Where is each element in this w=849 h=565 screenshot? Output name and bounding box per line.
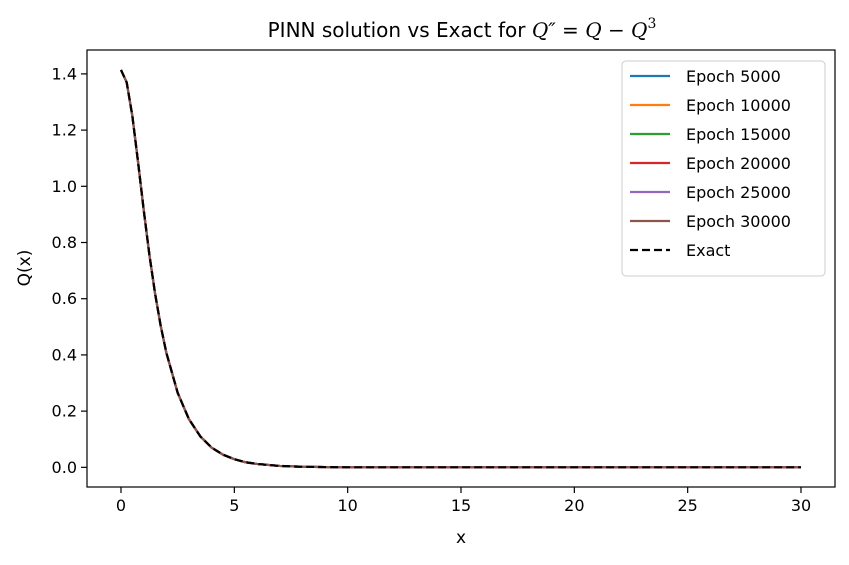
x-axis-label: x xyxy=(456,528,466,548)
legend-label: Epoch 20000 xyxy=(686,154,791,173)
chart-title-lhs: Q″ xyxy=(532,18,556,42)
y-tick-label: 1.2 xyxy=(52,121,77,140)
legend-label: Epoch 5000 xyxy=(686,67,781,86)
x-tick-label: 30 xyxy=(791,496,811,515)
chart-title-exponent: 3 xyxy=(647,16,656,32)
legend-label: Epoch 10000 xyxy=(686,96,791,115)
x-tick-label: 25 xyxy=(677,496,697,515)
x-tick-label: 10 xyxy=(337,496,357,515)
y-tick-label: 0.6 xyxy=(52,289,77,308)
axis-ticks: 0 5 10 15 20 25 30 0.0 0.2 0.4 0.6 0.8 1.0 1.2 1.4 xyxy=(52,49,836,515)
x-tick-label: 5 xyxy=(229,496,239,515)
y-tick-label: 0.2 xyxy=(52,402,77,421)
legend-label: Exact xyxy=(686,241,730,260)
plot-area xyxy=(120,69,801,469)
chart-title: PINN solution vs Exact for Q″ = Q − Q3 xyxy=(268,16,657,42)
legend: Epoch 5000 Epoch 10000 Epoch 15000 Epoch 20… xyxy=(621,60,826,277)
legend-label: Epoch 15000 xyxy=(686,125,791,144)
chart-title-prefix: PINN solution vs Exact for xyxy=(268,18,532,42)
y-tick-label: 0.0 xyxy=(52,458,77,477)
y-tick-label: 0.8 xyxy=(52,233,77,252)
legend-label: Epoch 25000 xyxy=(686,183,791,202)
y-tick-label: 0.4 xyxy=(52,345,77,364)
x-tick-label: 20 xyxy=(564,496,584,515)
y-axis-label: Q(x) xyxy=(15,250,35,287)
legend-box xyxy=(621,60,826,277)
legend-label: Epoch 30000 xyxy=(686,212,791,231)
series-line-exact xyxy=(120,69,801,469)
x-tick-label: 15 xyxy=(451,496,471,515)
x-tick-label: 0 xyxy=(116,496,126,515)
y-tick-label: 1.4 xyxy=(52,64,77,83)
y-tick-label: 1.0 xyxy=(52,177,77,196)
chart-title-eq: = xyxy=(556,18,585,42)
chart-title-rhs: Q − Q xyxy=(585,18,647,42)
